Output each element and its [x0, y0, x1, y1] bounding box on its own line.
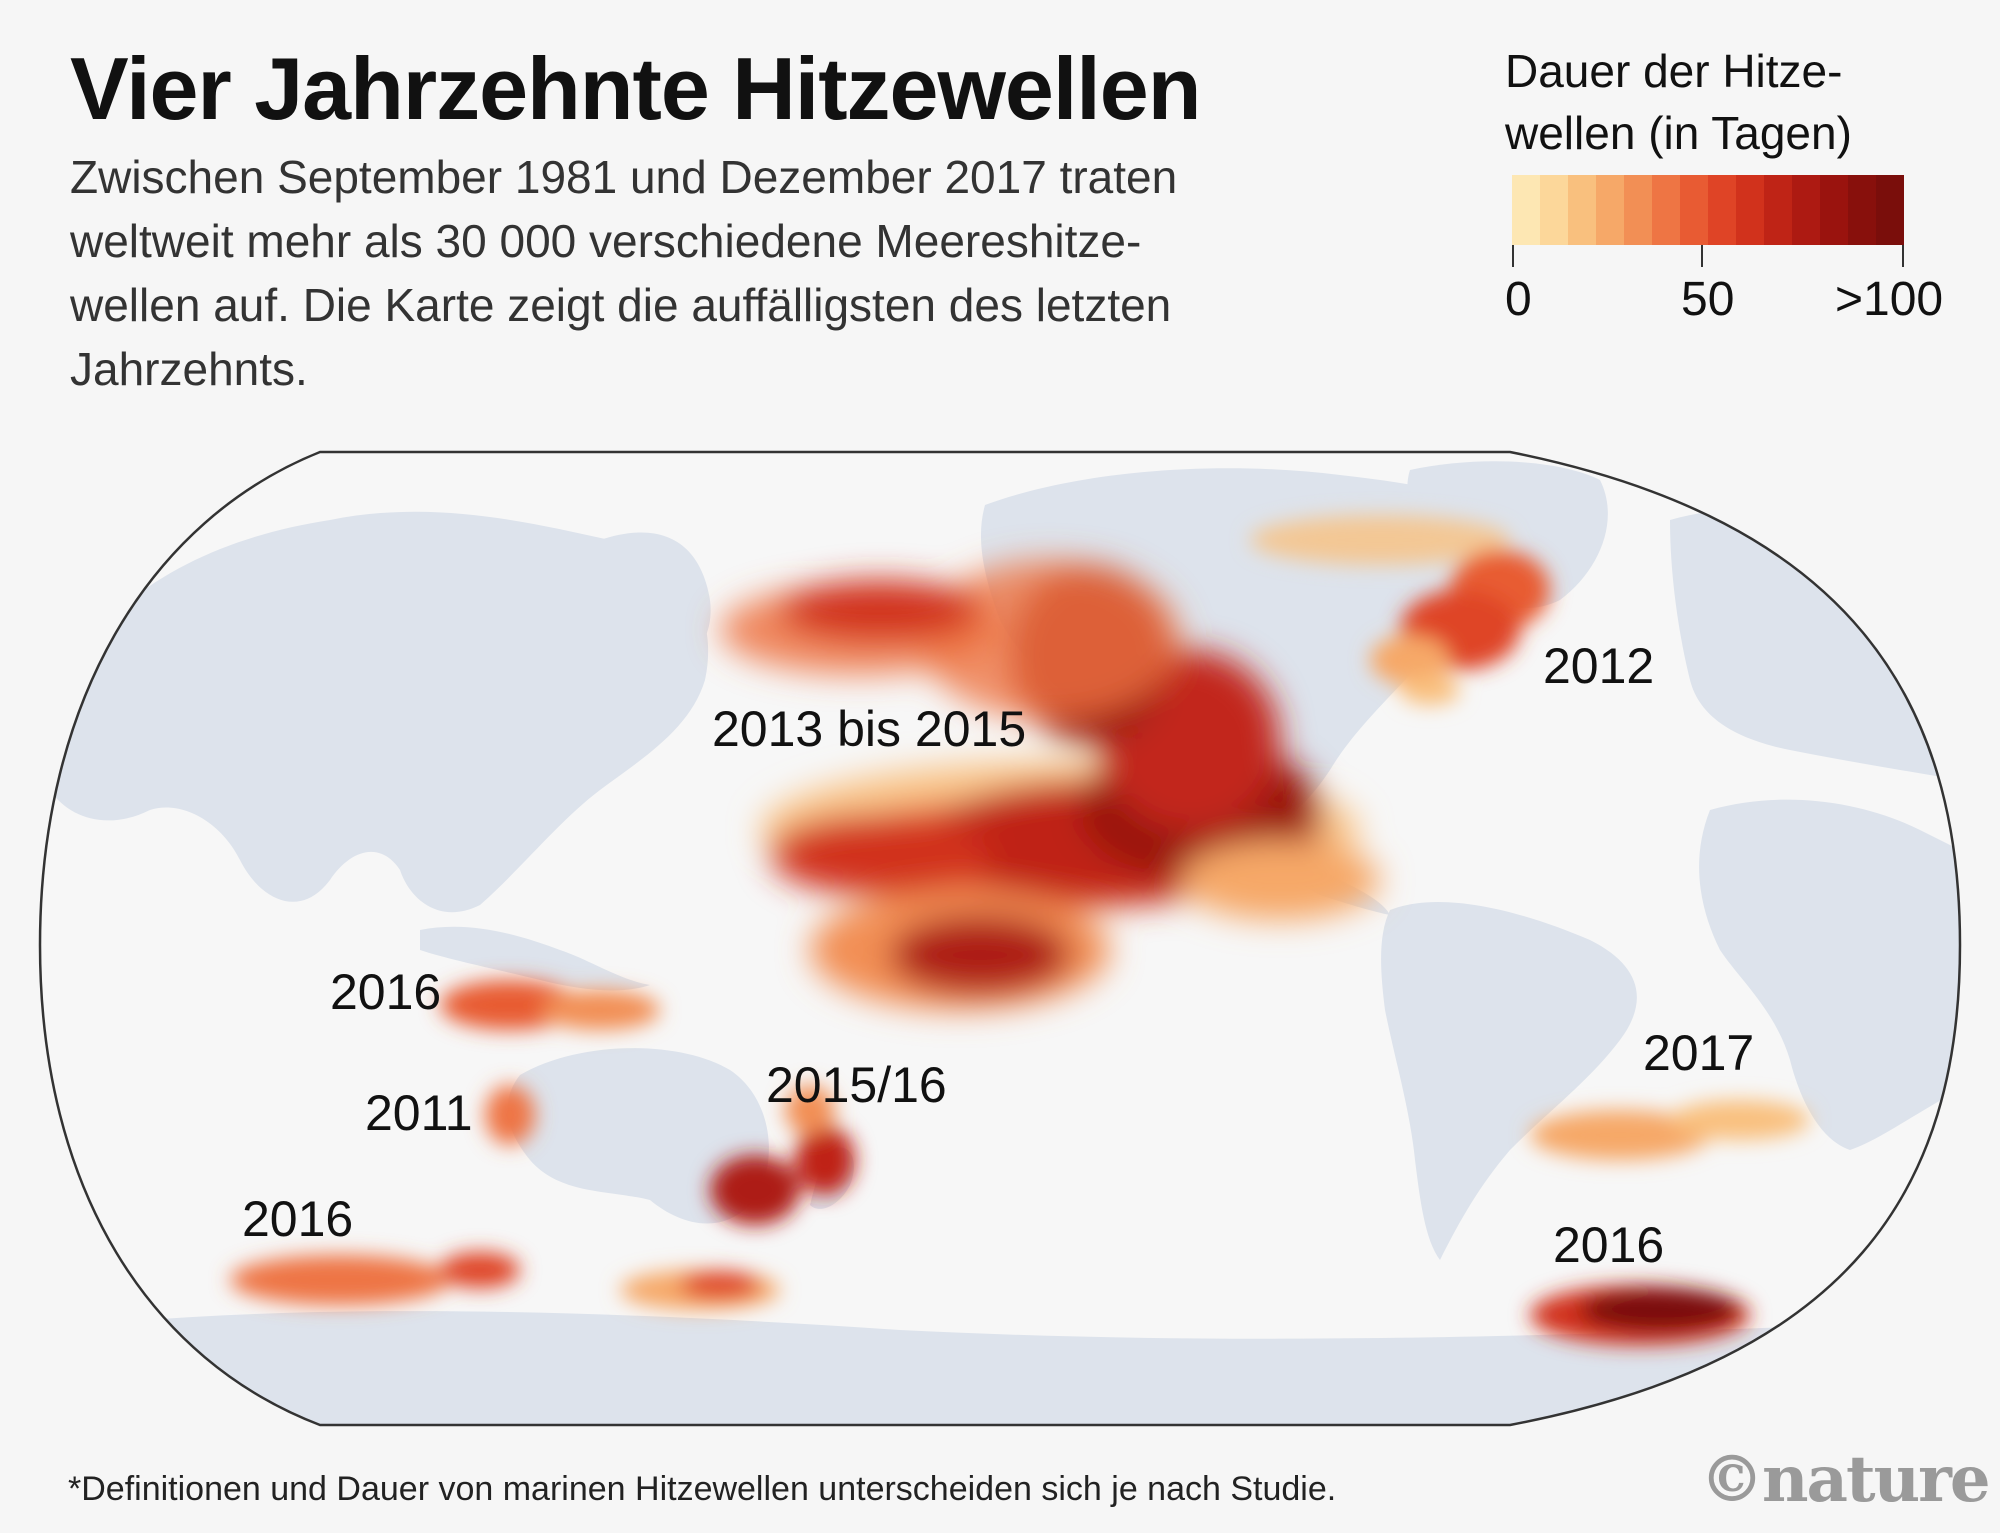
legend-swatch	[1568, 175, 1596, 245]
legend-swatch	[1876, 175, 1904, 245]
legend-title: Dauer der Hitze­wellen (in Tagen)	[1505, 45, 1852, 159]
eurasia-land	[40, 511, 709, 913]
heatwave-north-atlantic	[1250, 515, 1550, 705]
indonesia-land	[420, 926, 650, 991]
footnote: *Definitionen und Dauer von marinen Hitz…	[68, 1470, 1337, 1508]
legend-tick-label-100: >100	[1835, 273, 1944, 326]
heatwave-south-atlantic	[1530, 1100, 1810, 1345]
legend-tick	[1701, 245, 1703, 267]
africa-land	[1699, 799, 1960, 1150]
label-2015-16: 2015/16	[766, 1057, 947, 1113]
legend-swatch	[1596, 175, 1624, 245]
legend: Dauer der Hitze­wellen (in Tagen) 0 50 >…	[1505, 40, 1945, 326]
label-2012: 2012	[1543, 638, 1654, 694]
map-outline	[38, 450, 1962, 1427]
legend-swatch	[1540, 175, 1568, 245]
australia-land	[507, 1048, 769, 1224]
legend-swatch	[1792, 175, 1820, 245]
legend-swatch	[1708, 175, 1736, 245]
legend-tick-label-50: 50	[1681, 273, 1735, 326]
legend-swatch	[1680, 175, 1708, 245]
legend-swatch	[1820, 175, 1848, 245]
antarctica-land	[40, 1311, 1960, 1425]
heatwave-north-pacific	[720, 560, 1380, 1010]
far-east-land	[600, 532, 711, 662]
legend-color-scale	[1512, 175, 1904, 245]
south-america-land	[1381, 901, 1637, 1260]
legend-swatch	[1736, 175, 1764, 245]
heatwave-australia	[230, 980, 855, 1310]
legend-swatch	[1652, 175, 1680, 245]
japan-land	[555, 687, 593, 754]
label-2017: 2017	[1643, 1025, 1754, 1081]
page-title: Vier Jahrzehnte Hitzewellen	[70, 39, 1201, 138]
legend-swatch	[1512, 175, 1540, 245]
legend-swatch	[1764, 175, 1792, 245]
legend-tick	[1512, 245, 1514, 267]
label-2016-indian: 2016	[330, 964, 441, 1020]
nature-logo: ©nature	[1700, 1442, 1991, 1517]
legend-swatch	[1624, 175, 1652, 245]
label-2016-south: 2016	[242, 1191, 353, 1247]
legend-swatch	[1848, 175, 1876, 245]
legend-tick	[1902, 245, 1904, 267]
page-subtitle: Zwischen September 1981 und Dezember 201…	[70, 151, 1178, 395]
label-2016-atlantic: 2016	[1553, 1217, 1664, 1273]
legend-tick-label-0: 0	[1505, 273, 1532, 326]
heatwave-layer	[230, 515, 1810, 1345]
label-2011: 2011	[365, 1085, 473, 1141]
label-2013-2015: 2013 bis 2015	[712, 701, 1026, 757]
